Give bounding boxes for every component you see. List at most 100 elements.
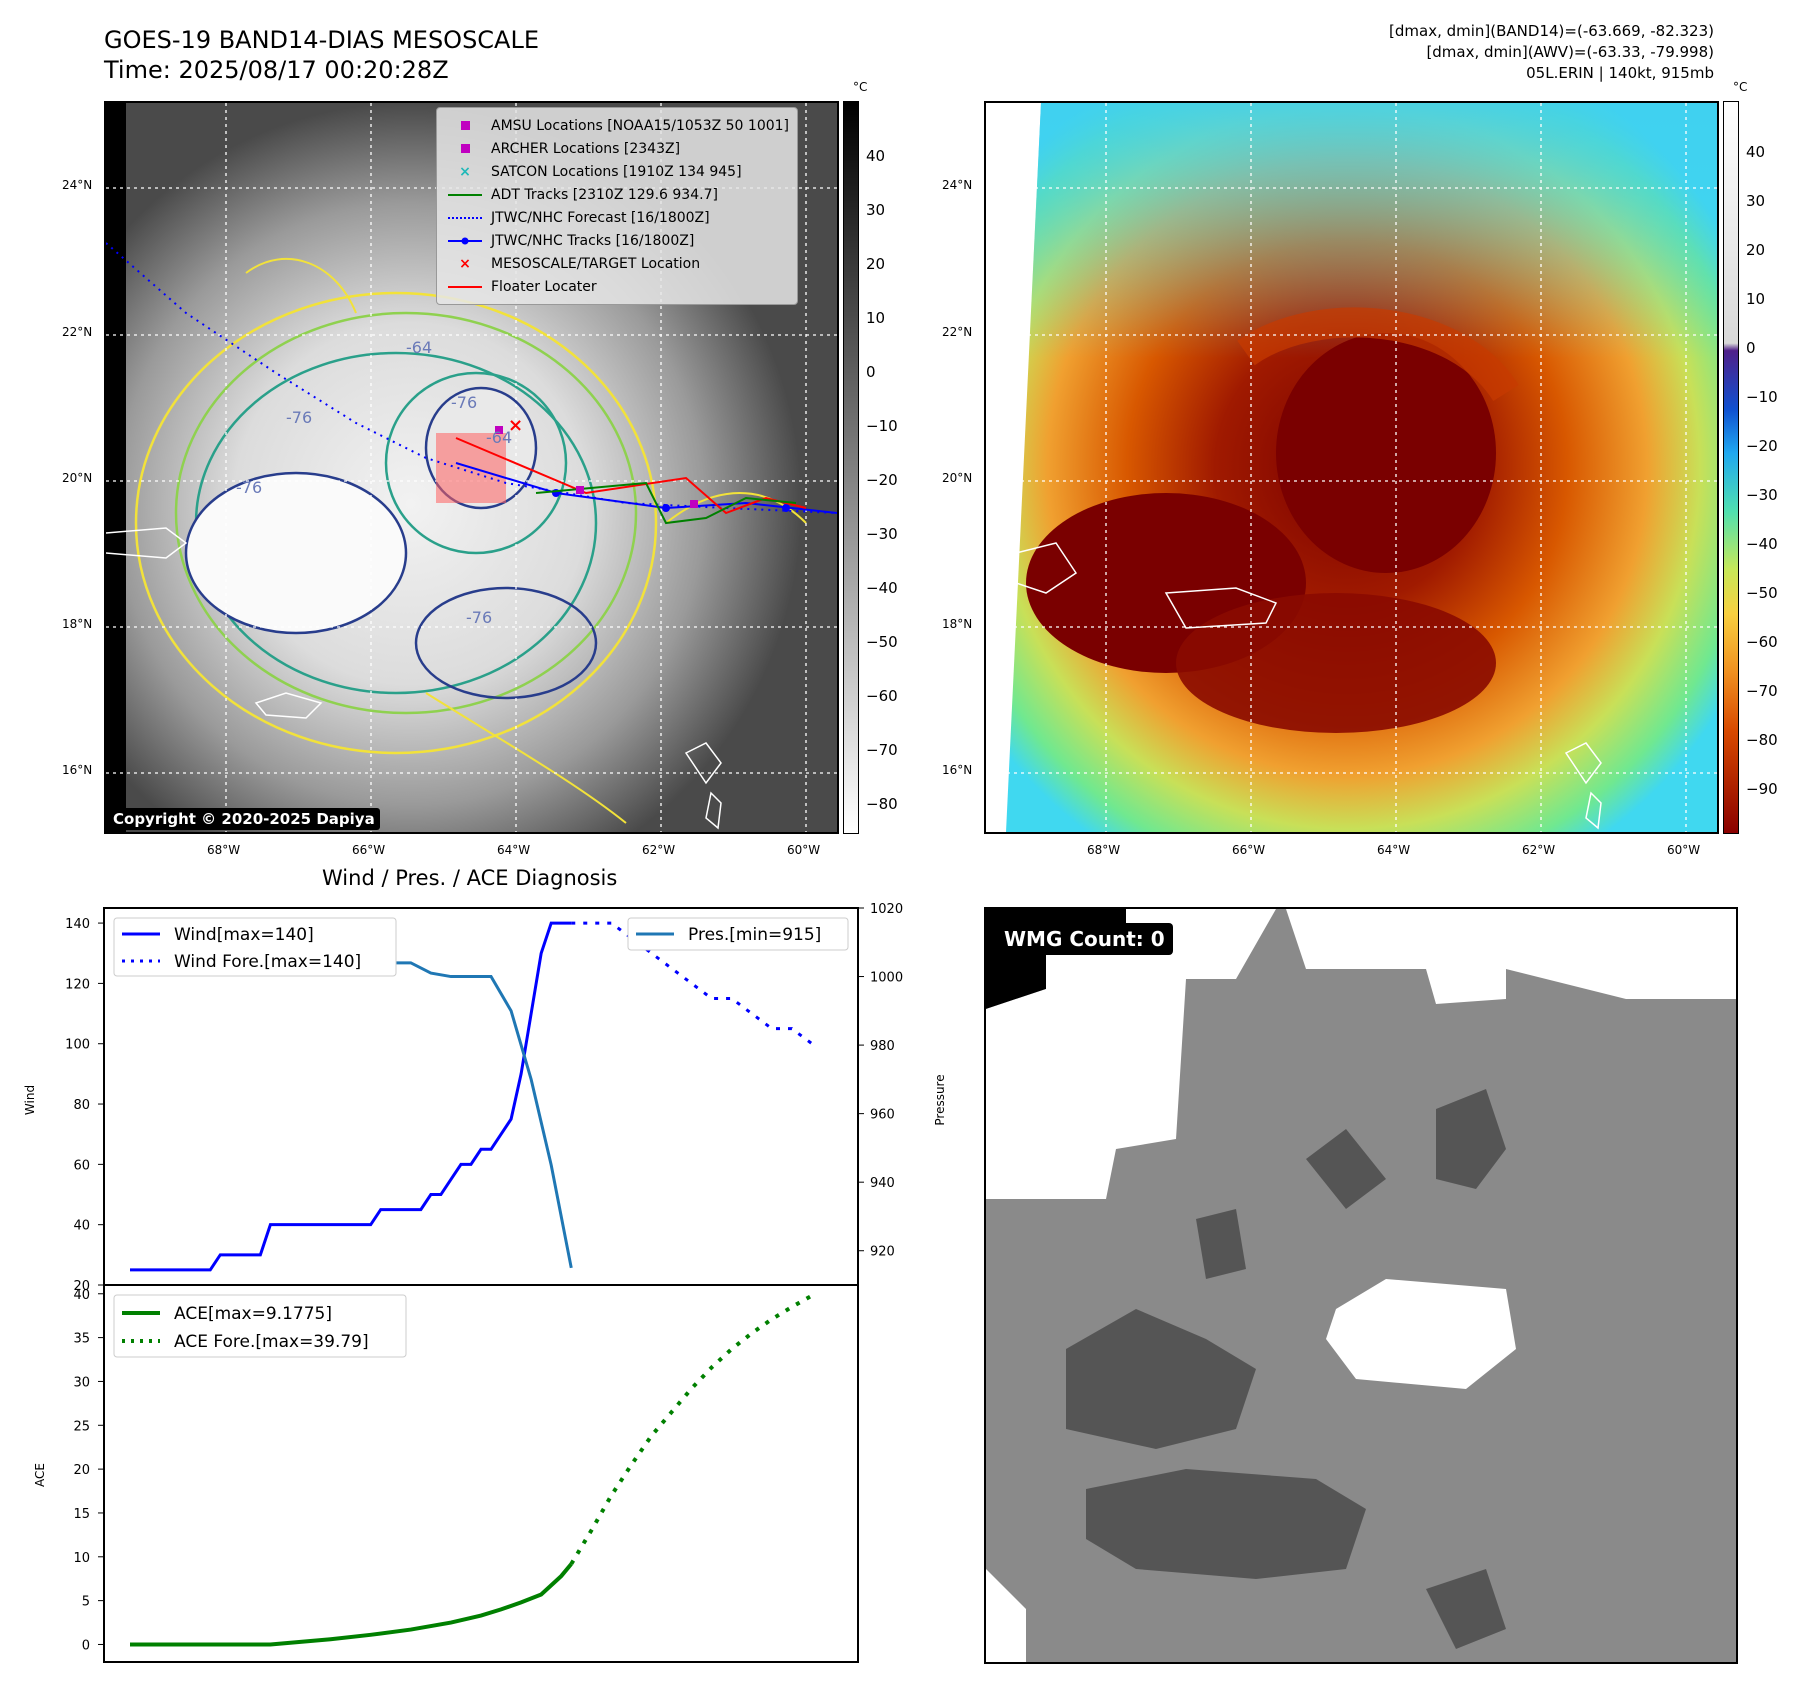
legend-item-forecast: JTWC/NHC Forecast [16/1800Z]: [445, 206, 789, 229]
lon-label: 66°W: [352, 843, 386, 857]
ace-tick-label: 10: [73, 1551, 90, 1566]
ir-colorbar: [843, 101, 859, 834]
ace-tick-label: 35: [73, 1332, 90, 1347]
wind-axis-label: Wind: [23, 1085, 37, 1115]
legend-item-floater: Floater Locater: [445, 275, 789, 298]
colorbar-unit: °C: [1733, 80, 1748, 94]
svg-text:-64: -64: [406, 338, 432, 357]
adt-track-line: [535, 481, 797, 525]
wmg-classification-image: [986, 909, 1736, 1662]
pressure-tick-label: 1000: [870, 971, 903, 986]
wmg-panel: WMG Count: 0: [984, 907, 1738, 1664]
lat-label: 24°N: [942, 178, 973, 192]
svg-text:-76: -76: [286, 408, 312, 427]
lon-label: 62°W: [1522, 843, 1556, 857]
pressure-axis-label: Pressure: [933, 1074, 947, 1125]
lat-label: 16°N: [62, 763, 93, 777]
wind-tick-label: 40: [73, 1219, 90, 1234]
ace-tick-label: 25: [73, 1419, 90, 1434]
square-marker-icon: [445, 144, 485, 153]
info-line2: [dmax, dmin](AWV)=(-63.33, -79.998): [1426, 43, 1714, 61]
wind-tick-label: 20: [73, 1279, 90, 1294]
ace-tick-label: 30: [73, 1375, 90, 1390]
info-line3: 05L.ERIN | 140kt, 915mb: [1526, 64, 1714, 82]
lon-label: 68°W: [1087, 843, 1121, 857]
ace-legend-label: ACE[max=9.1775]: [174, 1304, 332, 1324]
colorbar-unit: °C: [853, 80, 868, 94]
ace-tick-label: 15: [73, 1507, 90, 1522]
lat-label: 18°N: [62, 617, 93, 631]
ace-legend: [113, 1294, 407, 1358]
ace-tick-label: 40: [73, 1288, 90, 1303]
ace-chart-series-0: [130, 1562, 573, 1647]
x-marker-icon: ×: [459, 163, 471, 180]
lon-label: 64°W: [1377, 843, 1411, 857]
ace-tick-label: 5: [82, 1595, 90, 1610]
pressure-legend: [627, 917, 849, 951]
lon-label: 60°W: [1667, 843, 1701, 857]
ace-fore-legend-label: ACE Fore.[max=39.79]: [174, 1332, 369, 1352]
copyright-badge: Copyright © 2020-2025 Dapiya: [108, 808, 380, 830]
awv-map-gridlines: [986, 103, 1717, 832]
pressure-tick-label: 1020: [870, 902, 903, 917]
legend-item-adt: ADT Tracks [2310Z 129.6 934.7]: [445, 183, 789, 206]
pressure-legend-label: Pres.[min=915]: [688, 925, 821, 945]
lat-label: 20°N: [942, 471, 973, 485]
awv-satellite-panel: [984, 101, 1719, 834]
awv-colorbar-ticks: 40 30 20 10 0 −10 −20 −30 −40 −50 −60 −7…: [1746, 143, 1778, 798]
lon-label: 60°W: [787, 843, 821, 857]
lon-label: 66°W: [1232, 843, 1266, 857]
lat-label: 16°N: [942, 763, 973, 777]
pressure-yticks: 920 940 960 980 1000 1020: [858, 902, 903, 1260]
awv-coastlines: [1015, 542, 1602, 830]
line-dotted-icon: [445, 216, 485, 219]
legend-item-target: × MESOSCALE/TARGET Location: [445, 252, 789, 275]
lon-label: 62°W: [642, 843, 676, 857]
ace-tick-label: 0: [82, 1638, 90, 1653]
wind-tick-label: 60: [73, 1158, 90, 1173]
lat-label: 24°N: [62, 178, 93, 192]
diagnosis-title: Wind / Pres. / ACE Diagnosis: [322, 866, 618, 890]
line-solid-icon: [445, 285, 485, 288]
svg-text:-76: -76: [236, 478, 262, 497]
panel-title-line2: Time: 2025/08/17 00:20:28Z: [104, 56, 449, 84]
ir-satellite-panel: × -76 -76 -64 -76 -76 -64 AMSU Locations…: [104, 101, 839, 834]
wind-yticks: 20 40 60 80 100 120 140: [65, 917, 104, 1294]
lat-label: 22°N: [942, 325, 973, 339]
ace-chart: ACE 0 5 10 15 20 25 30 35 40 ACE[max=9.1775] ACE…: [33, 1284, 859, 1663]
lon-label: 64°W: [497, 843, 531, 857]
svg-text:-76: -76: [466, 608, 492, 627]
wind-fore-legend-label: Wind Fore.[max=140]: [174, 952, 361, 972]
line-solid-icon: [445, 193, 485, 196]
x-marker-icon: ×: [459, 255, 471, 272]
info-line1: [dmax, dmin](BAND14)=(-63.669, -82.323): [1389, 22, 1714, 40]
wind-chart-series-0: [130, 921, 572, 1272]
wind-legend-label: Wind[max=140]: [174, 925, 314, 945]
ace-tick-label: 20: [73, 1463, 90, 1478]
line-dot-marker-icon: [445, 236, 485, 246]
ace-yticks: 0 5 10 15 20 25 30 35 40: [73, 1288, 104, 1653]
lat-label: 18°N: [942, 617, 973, 631]
legend-item-archer: ARCHER Locations [2343Z]: [445, 137, 789, 160]
contour-labels: -76 -76 -64 -76 -76 -64: [236, 338, 512, 627]
amsu-archer-markers: [495, 426, 698, 508]
legend-item-amsu: AMSU Locations [NOAA15/1053Z 50 1001]: [445, 114, 789, 137]
awv-satellite-image: [986, 103, 1717, 832]
wind-tick-label: 140: [65, 917, 90, 932]
pressure-tick-label: 940: [870, 1176, 895, 1191]
pressure-tick-label: 980: [870, 1039, 895, 1054]
wind-legend: [113, 917, 397, 977]
wind-tick-label: 100: [65, 1038, 90, 1053]
legend-item-tracks: JTWC/NHC Tracks [16/1800Z]: [445, 229, 789, 252]
pressure-tick-label: 920: [870, 1245, 895, 1260]
square-marker-icon: [445, 121, 485, 130]
svg-text:-76: -76: [451, 393, 477, 412]
ace-axis-label: ACE: [33, 1463, 47, 1487]
awv-colorbar: [1723, 101, 1739, 834]
wind-tick-label: 80: [73, 1098, 90, 1113]
lat-label: 22°N: [62, 325, 93, 339]
svg-text:-64: -64: [486, 428, 512, 447]
wmg-count-badge: WMG Count: 0: [996, 923, 1173, 955]
lon-label: 68°W: [207, 843, 241, 857]
